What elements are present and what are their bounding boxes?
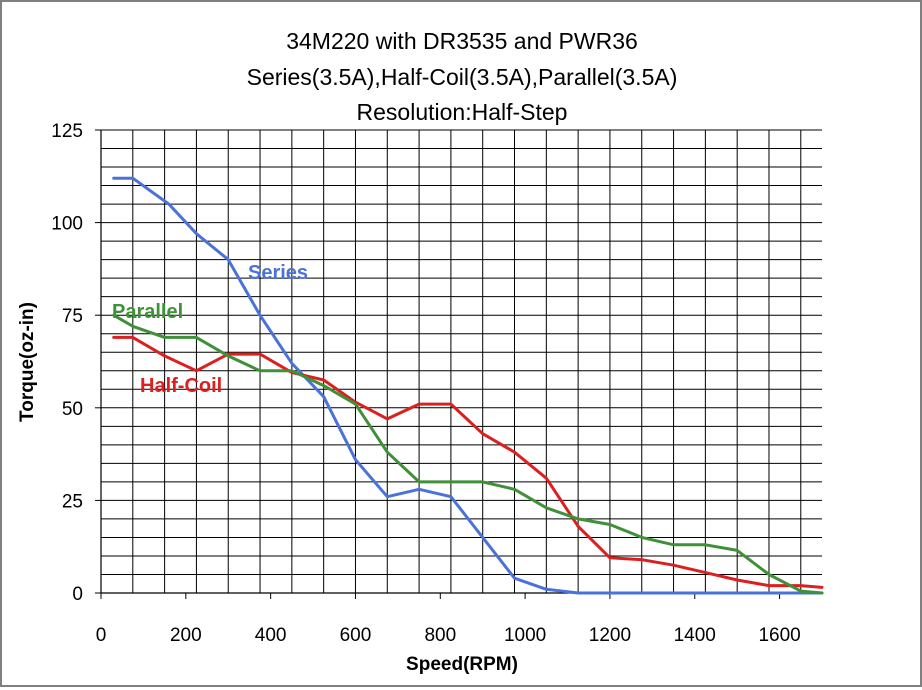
y-tick-label: 25 bbox=[62, 491, 83, 512]
series-line-parallel bbox=[112, 313, 824, 595]
y-tick-label: 100 bbox=[51, 214, 83, 235]
x-tick-label: 200 bbox=[170, 625, 202, 646]
series-label-series: Series bbox=[248, 262, 308, 284]
x-tick-label: 800 bbox=[424, 625, 456, 646]
grid bbox=[101, 129, 822, 594]
x-tick-label: 1200 bbox=[589, 625, 631, 646]
x-tick-label: 0 bbox=[96, 625, 107, 646]
series-label-parallel: Parallel bbox=[112, 301, 183, 323]
axes: 0 25 50 75 100 125 0 200 400 600 800 1000 1200 1400 16… bbox=[51, 121, 822, 646]
x-tick-label: 600 bbox=[340, 625, 372, 646]
x-tick-label: 1000 bbox=[504, 625, 546, 646]
y-tick-label: 125 bbox=[51, 121, 83, 142]
chart-subtitle: Series(3.5A),Half-Coil(3.5A),Parallel(3.… bbox=[247, 64, 678, 90]
x-tick-label: 1600 bbox=[758, 625, 800, 646]
chart-subtitle-resolution: Resolution:Half-Step bbox=[357, 99, 568, 125]
y-tick-label: 75 bbox=[62, 306, 83, 327]
series-line-half-coil bbox=[112, 335, 824, 589]
series-lines bbox=[112, 176, 824, 595]
x-tick-label: 400 bbox=[255, 625, 287, 646]
chart-title: 34M220 with DR3535 and PWR36 bbox=[286, 28, 638, 54]
y-tick-label: 50 bbox=[62, 399, 83, 420]
series-line-series bbox=[112, 176, 824, 595]
x-tick-label: 1400 bbox=[674, 625, 716, 646]
y-axis-title: Torque(oz-in) bbox=[17, 302, 38, 422]
y-tick-label: 0 bbox=[72, 584, 83, 605]
x-axis-title: Speed(RPM) bbox=[406, 654, 518, 675]
series-label-half-coil: Half-Coil bbox=[140, 375, 222, 397]
